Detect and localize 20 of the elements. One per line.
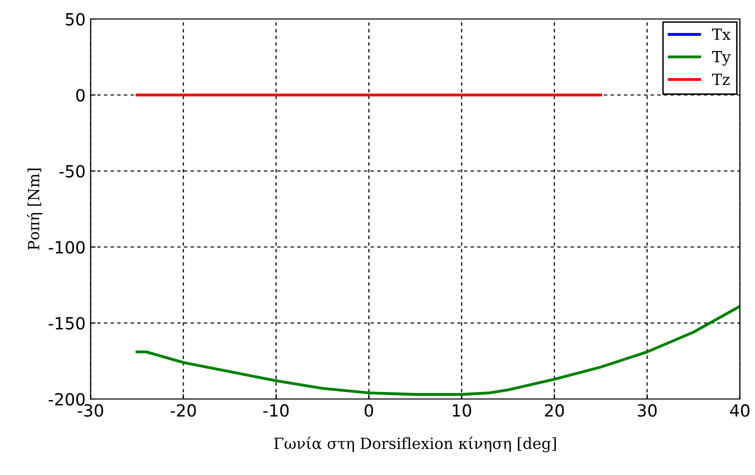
y-tick-label: -100	[48, 240, 85, 254]
legend-label: Tx	[712, 28, 731, 40]
x-tick-label: -20	[170, 404, 196, 417]
y-axis-title: Ροπή [Nm]	[26, 168, 42, 250]
y-tick-label: 0	[76, 88, 85, 102]
y-tick-label: 50	[66, 12, 85, 26]
y-tick-label: -200	[48, 392, 85, 406]
legend-label: Tz	[712, 74, 730, 85]
x-tick-label: 0	[364, 404, 374, 417]
line-series	[136, 304, 740, 396]
y-tick-label: -150	[48, 316, 85, 330]
x-tick-label: -10	[263, 404, 289, 417]
y-tick-label: -50	[59, 164, 85, 178]
x-tick-label: -30	[78, 404, 104, 417]
x-tick-label: 10	[452, 404, 472, 417]
x-tick-label: 40	[730, 404, 750, 417]
x-axis-title: Γωνία στη Dorsiflexion κίνηση [deg]	[274, 436, 556, 452]
x-tick-label: 20	[545, 404, 564, 417]
x-tick-label: 30	[638, 404, 657, 417]
legend-label: Ty	[712, 51, 731, 66]
